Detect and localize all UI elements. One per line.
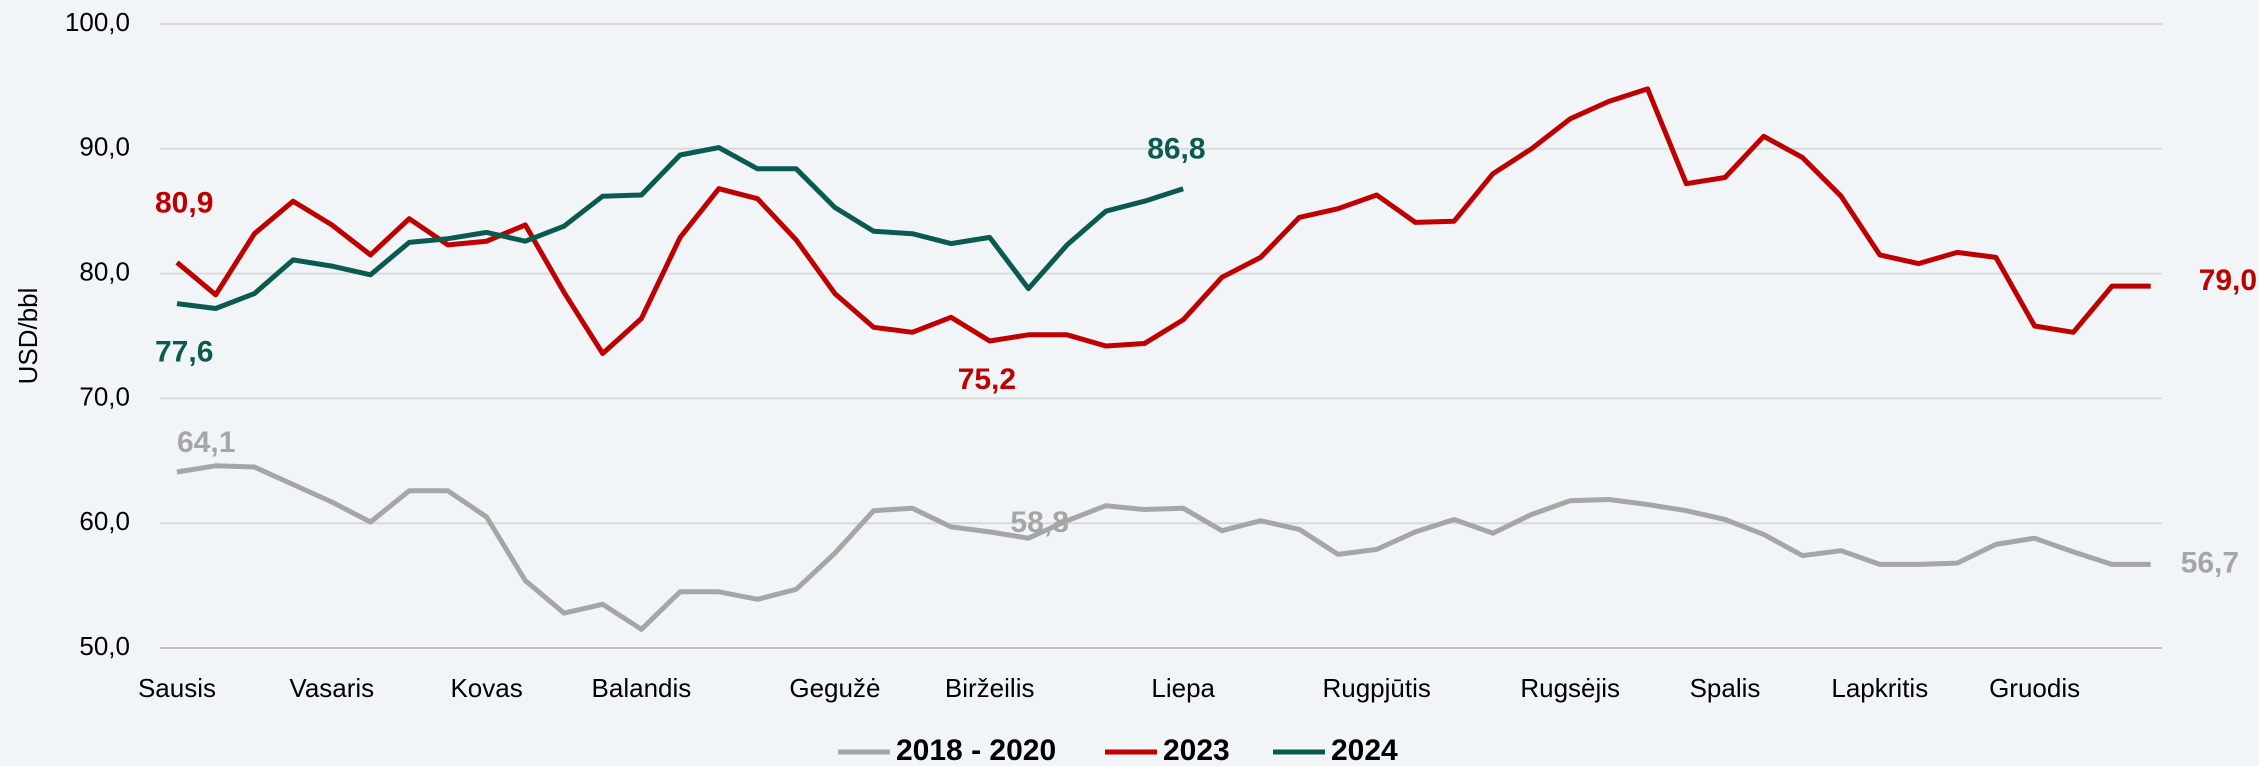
data-label: 56,7 [2181,546,2239,579]
y-axis-label: USD/bbl [13,288,43,385]
x-tick-label: Liepa [1151,673,1215,703]
y-tick-label: 80,0 [79,256,130,286]
y-tick-label: 90,0 [79,132,130,162]
x-tick-label: Biržeilis [945,673,1035,703]
data-label: 79,0 [2199,264,2257,297]
x-tick-label: Gegužė [789,673,880,703]
y-tick-label: 60,0 [79,506,130,536]
data-label: 80,9 [155,186,213,219]
x-tick-label: Balandis [592,673,692,703]
y-tick-label: 50,0 [79,631,130,661]
x-tick-label: Gruodis [1989,673,2080,703]
data-label: 58,8 [1010,506,1068,539]
data-label: 77,6 [155,335,213,368]
x-tick-label: Vasaris [289,673,374,703]
line [175,86,2151,356]
x-tick-label: Spalis [1690,673,1761,703]
legend-label: 2024 [1331,734,1398,766]
y-tick-label: 100,0 [65,7,130,37]
x-tick-label: Sausis [138,673,216,703]
data-label: 64,1 [177,426,235,459]
data-label: 86,8 [1147,133,1205,166]
x-tick-label: Lapkritis [1831,673,1928,703]
x-tick-label: Rugpjūtis [1322,673,1430,703]
x-tick-label: Rugsėjis [1520,673,1620,703]
legend-label: 2023 [1163,734,1230,766]
line [176,463,2151,632]
line [176,145,1184,311]
y-tick-label: 70,0 [79,381,130,411]
legend-label: 2018 - 2020 [896,734,1056,766]
data-label: 75,2 [958,363,1016,396]
x-tick-label: Kovas [450,673,522,703]
